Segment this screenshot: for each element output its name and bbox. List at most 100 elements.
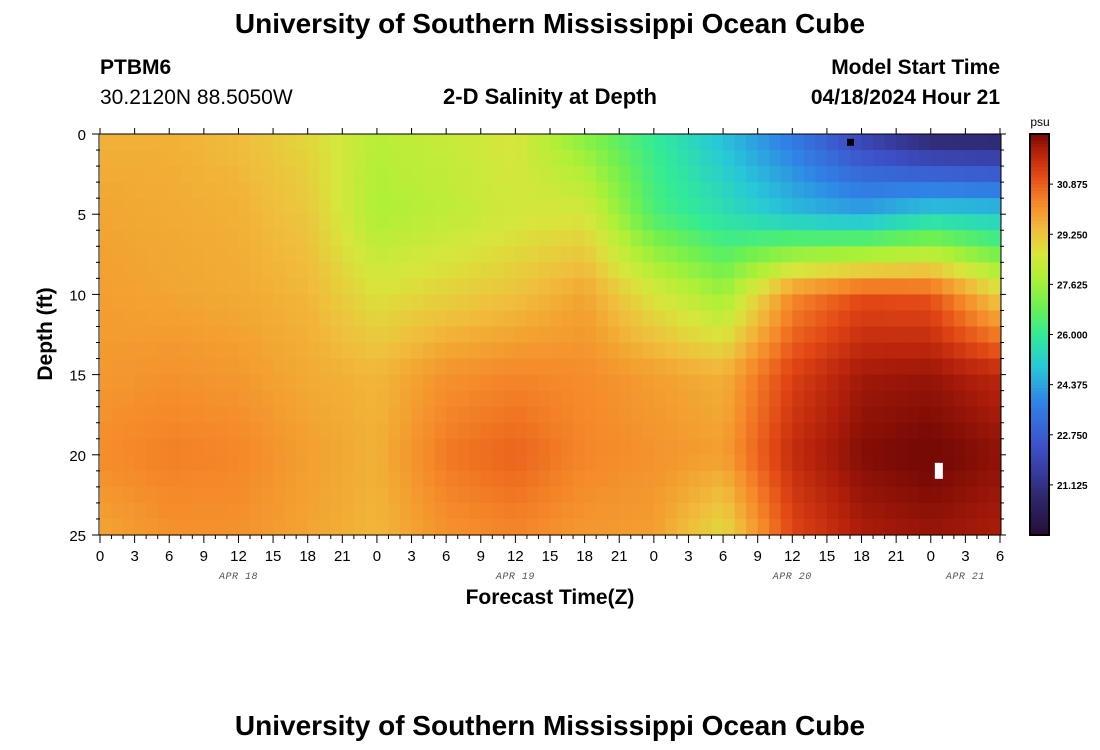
heatmap-cell bbox=[896, 294, 909, 312]
heatmap-cell bbox=[342, 518, 355, 536]
heatmap-cell bbox=[526, 342, 540, 360]
heatmap-cell bbox=[815, 166, 828, 183]
heatmap-cell bbox=[296, 358, 309, 376]
heatmap-cell bbox=[123, 470, 136, 488]
heatmap-cell bbox=[561, 374, 574, 392]
heatmap-cell bbox=[296, 294, 309, 312]
heatmap-cell bbox=[815, 326, 828, 344]
heatmap-cell bbox=[607, 294, 620, 312]
heatmap-cell bbox=[746, 278, 759, 295]
heatmap-cell bbox=[134, 502, 147, 520]
heatmap-cell bbox=[873, 198, 886, 215]
heatmap-cell bbox=[146, 358, 159, 376]
heatmap-cell bbox=[388, 150, 401, 167]
heatmap-cell bbox=[307, 358, 320, 376]
x-tick-label: 3 bbox=[407, 548, 415, 565]
heatmap-cell bbox=[850, 422, 863, 440]
heatmap-cell bbox=[953, 326, 966, 344]
heatmap-cell bbox=[526, 438, 540, 456]
heatmap-cell bbox=[376, 342, 390, 360]
heatmap-cell bbox=[111, 166, 124, 183]
heatmap-cell bbox=[850, 198, 863, 215]
heatmap-cell bbox=[342, 342, 355, 360]
heatmap-cell bbox=[469, 262, 482, 279]
heatmap-cell bbox=[273, 502, 286, 520]
heatmap-cell bbox=[584, 518, 597, 536]
heatmap-cell bbox=[642, 502, 655, 520]
heatmap-cell bbox=[884, 374, 897, 392]
heatmap-cell bbox=[261, 294, 274, 312]
heatmap-cell bbox=[411, 246, 424, 263]
heatmap-cell bbox=[838, 166, 851, 183]
heatmap-cell bbox=[896, 374, 909, 392]
heatmap-cell bbox=[319, 310, 332, 328]
heatmap-cell bbox=[492, 262, 505, 279]
heatmap-cell bbox=[861, 342, 874, 360]
heatmap-cell bbox=[342, 150, 355, 167]
heatmap-cell bbox=[757, 422, 770, 440]
heatmap-cell bbox=[884, 294, 897, 312]
colorbar-segment bbox=[1030, 220, 1049, 225]
heatmap-cell bbox=[688, 214, 701, 231]
heatmap-cell bbox=[561, 342, 574, 360]
heatmap-cell bbox=[330, 294, 343, 312]
x-tick-label: 3 bbox=[684, 548, 692, 565]
colorbar-segment bbox=[1030, 197, 1049, 202]
heatmap-cell bbox=[850, 278, 863, 295]
heatmap-cell bbox=[353, 310, 366, 328]
heatmap-cell bbox=[642, 134, 655, 151]
heatmap-cell bbox=[688, 342, 701, 360]
heatmap-cell bbox=[146, 518, 159, 536]
heatmap-cell bbox=[850, 358, 863, 376]
heatmap-cell bbox=[353, 326, 366, 344]
heatmap-cell bbox=[723, 310, 736, 328]
heatmap-cell bbox=[250, 182, 263, 199]
heatmap-cell bbox=[192, 246, 205, 263]
heatmap-cell bbox=[180, 518, 193, 536]
heatmap-cell bbox=[469, 214, 482, 231]
heatmap-cell bbox=[134, 214, 147, 231]
heatmap-cell bbox=[930, 518, 943, 536]
colorbar-segment bbox=[1030, 154, 1049, 158]
heatmap-cell bbox=[261, 390, 274, 408]
heatmap-cell bbox=[434, 422, 447, 440]
heatmap-cell bbox=[215, 182, 228, 199]
heatmap-cell bbox=[826, 294, 840, 312]
heatmap-cell bbox=[976, 454, 990, 472]
heatmap-cell bbox=[838, 486, 851, 504]
heatmap-cell bbox=[169, 390, 182, 408]
heatmap-cell bbox=[803, 246, 816, 263]
heatmap-cell bbox=[919, 198, 932, 215]
heatmap-cell bbox=[734, 262, 747, 279]
heatmap-cell bbox=[365, 358, 378, 376]
heatmap-cell bbox=[400, 358, 413, 376]
heatmap-cell bbox=[273, 134, 286, 151]
heatmap-cell bbox=[480, 358, 493, 376]
heatmap-cell bbox=[907, 166, 920, 183]
heatmap-cell bbox=[988, 198, 1001, 215]
heatmap-cell bbox=[365, 294, 378, 312]
heatmap-cell bbox=[238, 486, 251, 504]
heatmap-cell bbox=[711, 374, 724, 392]
heatmap-cell bbox=[930, 214, 943, 231]
heatmap-cell bbox=[607, 518, 620, 536]
heatmap-cell bbox=[330, 438, 343, 456]
heatmap-cell bbox=[584, 310, 597, 328]
heatmap-cell bbox=[319, 374, 332, 392]
heatmap-cell bbox=[919, 134, 932, 151]
heatmap-cell bbox=[619, 486, 632, 504]
heatmap-cell bbox=[400, 166, 413, 183]
heatmap-cell bbox=[803, 294, 816, 312]
heatmap-cell bbox=[480, 262, 493, 279]
heatmap-cell bbox=[596, 150, 609, 167]
heatmap-cell bbox=[203, 150, 216, 167]
heatmap-cell bbox=[273, 438, 286, 456]
heatmap-cell bbox=[238, 230, 251, 247]
heatmap-cell bbox=[584, 486, 597, 504]
heatmap-cell bbox=[342, 134, 355, 151]
heatmap-cell bbox=[826, 374, 840, 392]
heatmap-cell bbox=[434, 486, 447, 504]
heatmap-cell bbox=[723, 454, 736, 472]
heatmap-cell bbox=[307, 166, 320, 183]
heatmap-cell bbox=[423, 278, 436, 295]
